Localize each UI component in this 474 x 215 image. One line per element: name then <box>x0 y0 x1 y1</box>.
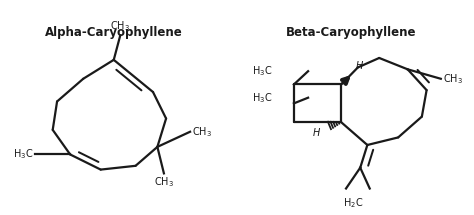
Text: CH$_3$: CH$_3$ <box>443 72 463 86</box>
Text: H$_3$C: H$_3$C <box>252 64 273 78</box>
Text: H$_2$C: H$_2$C <box>343 196 363 210</box>
Text: H: H <box>312 128 320 138</box>
Text: Alpha-Caryophyllene: Alpha-Caryophyllene <box>45 26 182 39</box>
Text: CH$_3$: CH$_3$ <box>154 175 174 189</box>
Text: H$_3$C: H$_3$C <box>252 91 273 104</box>
Text: CH$_3$: CH$_3$ <box>192 125 212 139</box>
Text: CH$_3$: CH$_3$ <box>110 20 130 33</box>
Text: H$_3$C: H$_3$C <box>13 147 33 161</box>
Text: H: H <box>356 61 363 71</box>
Text: Beta-Caryophyllene: Beta-Caryophyllene <box>285 26 416 39</box>
